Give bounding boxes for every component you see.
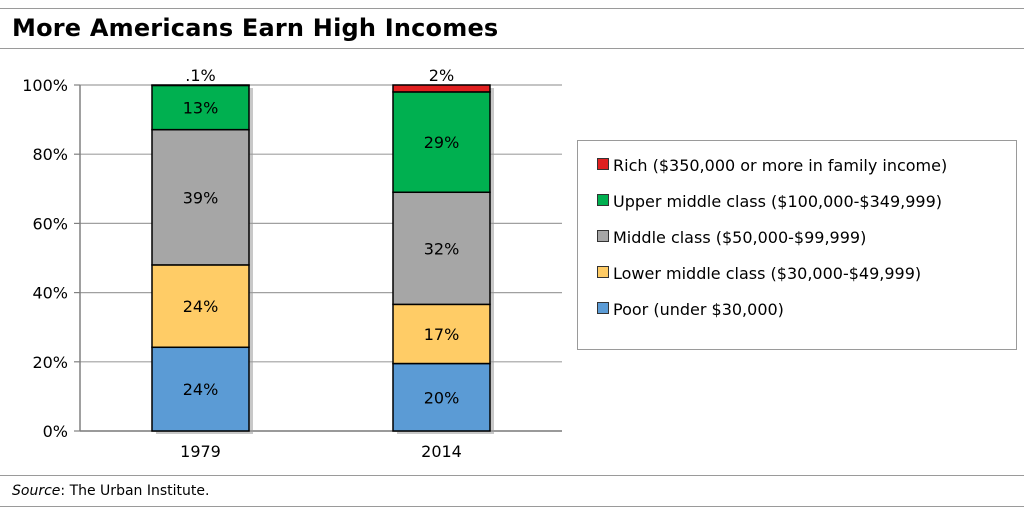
legend-swatch <box>597 158 609 170</box>
bar-segment <box>151 84 250 131</box>
y-tick-label: 40% <box>32 284 68 303</box>
bar-segment <box>151 84 250 87</box>
top-rule <box>0 8 1024 9</box>
data-label: 24% <box>183 380 219 399</box>
data-label: 24% <box>183 297 219 316</box>
legend-label: Upper middle class ($100,000-$349,999) <box>613 192 942 211</box>
source-label: Source <box>12 483 61 499</box>
legend-label: Lower middle class ($30,000-$49,999) <box>613 264 922 283</box>
data-label: 13% <box>183 98 219 117</box>
legend-label: Poor (under $30,000) <box>613 300 784 319</box>
bar-segment <box>151 346 250 432</box>
legend-item: Middle class ($50,000-$99,999) <box>597 228 866 247</box>
legend-item: Lower middle class ($30,000-$49,999) <box>597 264 921 283</box>
y-tick-label: 100% <box>22 76 68 95</box>
data-label: 29% <box>424 133 460 152</box>
x-tick-label: 1979 <box>180 442 221 461</box>
legend: Rich ($350,000 or more in family income)… <box>577 140 1017 350</box>
data-label: 20% <box>424 388 460 407</box>
bottom-rule <box>0 475 1024 476</box>
data-label: 39% <box>183 188 219 207</box>
source-text: : The Urban Institute. <box>60 483 210 499</box>
y-tick-label: 20% <box>32 353 68 372</box>
source-note: Source: The Urban Institute. <box>12 483 209 499</box>
data-label: .1% <box>185 66 215 85</box>
legend-item: Rich ($350,000 or more in family income) <box>597 156 947 175</box>
bar-segment <box>151 264 250 349</box>
y-tick-label: 60% <box>32 214 68 233</box>
bar-segment <box>392 84 491 93</box>
y-tick-label: 80% <box>32 145 68 164</box>
bar-segment <box>392 362 491 432</box>
legend-swatch <box>597 302 609 314</box>
legend-swatch <box>597 194 609 206</box>
x-tick-label: 2014 <box>421 442 462 461</box>
data-label: 2% <box>429 66 454 85</box>
legend-swatch <box>597 266 609 278</box>
legend-swatch <box>597 230 609 242</box>
data-label: 17% <box>424 325 460 344</box>
legend-label: Middle class ($50,000-$99,999) <box>613 228 867 247</box>
legend-item: Upper middle class ($100,000-$349,999) <box>597 192 942 211</box>
bar-segment <box>392 91 491 194</box>
legend-item: Poor (under $30,000) <box>597 300 784 319</box>
bar-segment <box>392 191 491 306</box>
chart-title: More Americans Earn High Incomes <box>12 14 499 42</box>
data-label: 32% <box>424 239 460 258</box>
bar-segment <box>151 128 250 266</box>
legend-label: Rich ($350,000 or more in family income) <box>613 156 948 175</box>
y-tick-label: 0% <box>43 422 68 441</box>
title-rule <box>0 48 1024 49</box>
footer-rule <box>0 506 1024 507</box>
